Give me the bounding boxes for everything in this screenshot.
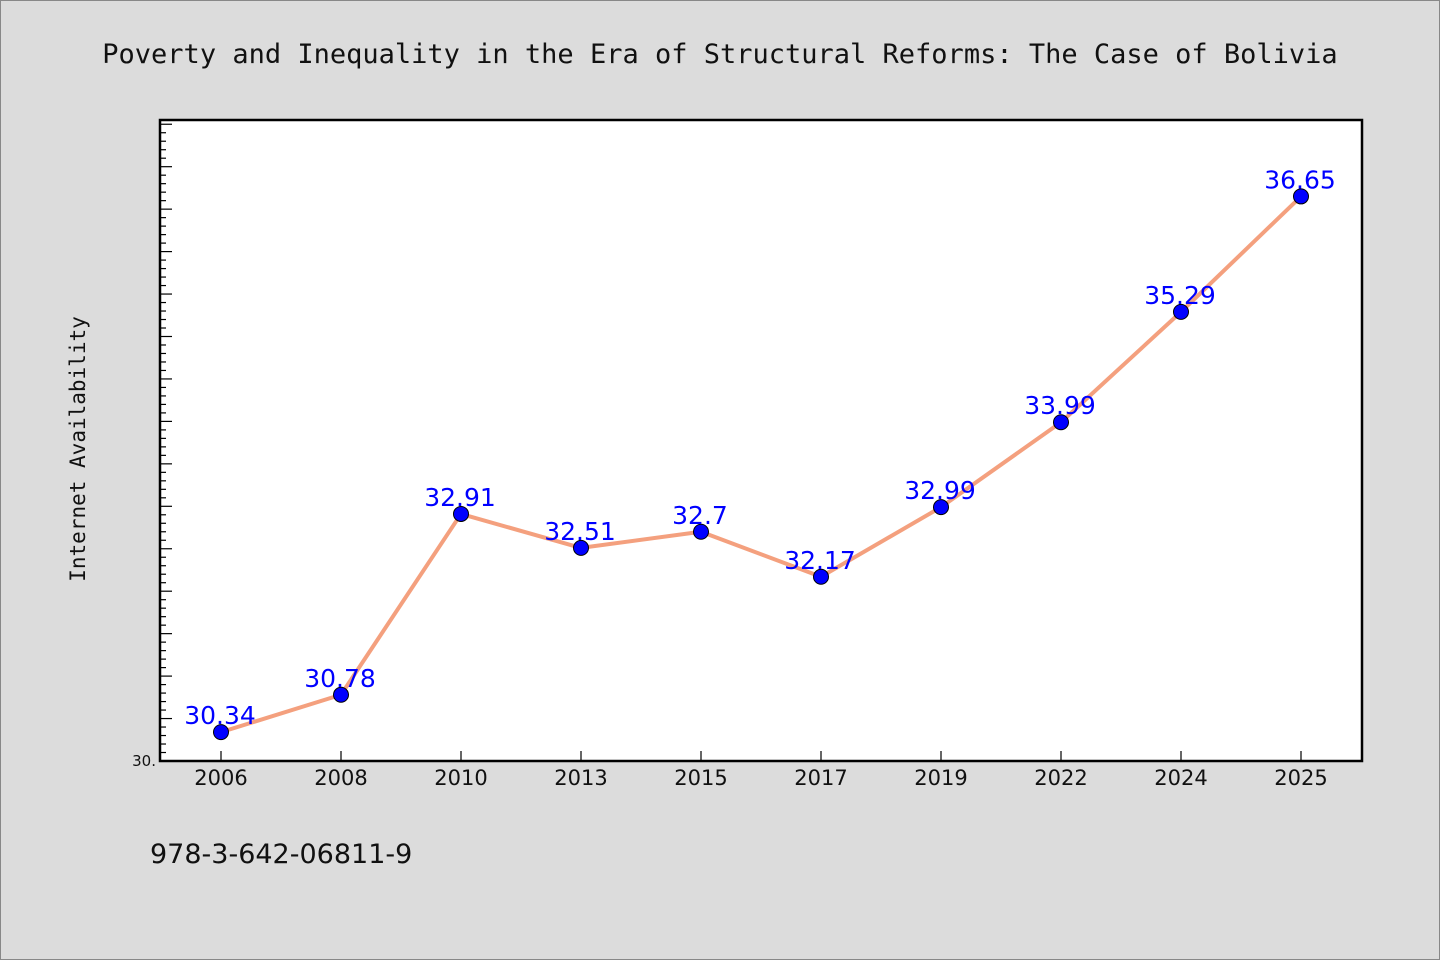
data-point — [1173, 303, 1189, 320]
x-tick-label: 2017 — [794, 766, 847, 790]
data-point — [933, 499, 949, 516]
data-label: 32.51 — [544, 517, 616, 546]
data-label: 30.34 — [184, 701, 256, 730]
series-group — [213, 188, 1309, 741]
x-tick-label: 2006 — [194, 766, 247, 790]
data-label: 35.29 — [1144, 281, 1216, 310]
isbn-text: 978-3-642-06811-9 — [150, 839, 412, 870]
data-point — [213, 724, 229, 741]
y-tick-label: 30. — [132, 752, 156, 770]
data-point — [453, 505, 469, 522]
data-label: 32.7 — [672, 501, 728, 530]
x-tick-label: 2024 — [1154, 766, 1207, 790]
plot-area — [158, 118, 1364, 763]
data-label: 33.99 — [1024, 391, 1096, 420]
x-tick-label: 2013 — [554, 766, 607, 790]
data-label: 30.78 — [304, 664, 376, 693]
x-axis-ticks: 2006 2008 2010 2013 2015 2017 2019 2022 2024 2025 — [194, 751, 1328, 790]
x-tick-label: 2015 — [674, 766, 727, 790]
data-point — [1293, 188, 1309, 205]
x-tick-label: 2019 — [914, 766, 967, 790]
x-tick-label: 2025 — [1274, 766, 1327, 790]
x-tick-label: 2010 — [434, 766, 487, 790]
x-tick-label: 2008 — [314, 766, 367, 790]
data-point — [573, 539, 589, 556]
data-point — [333, 686, 349, 703]
data-labels: 30.34 30.78 32.91 32.51 32.7 32.17 32.99 33.99 3… — [184, 165, 1336, 730]
data-label: 32.99 — [904, 476, 976, 505]
chart-title: Poverty and Inequality in the Era of Str… — [102, 39, 1337, 70]
data-label: 36.65 — [1264, 165, 1336, 194]
y-axis-label: Internet Availability — [66, 316, 90, 582]
data-label: 32.91 — [424, 483, 496, 512]
y-axis-ticks: 30. — [132, 123, 172, 770]
data-point — [813, 568, 829, 585]
data-label: 32.17 — [784, 546, 856, 575]
data-point — [1053, 414, 1069, 431]
x-tick-label: 2022 — [1034, 766, 1087, 790]
series-line — [219, 194, 1303, 735]
data-point — [693, 523, 709, 540]
